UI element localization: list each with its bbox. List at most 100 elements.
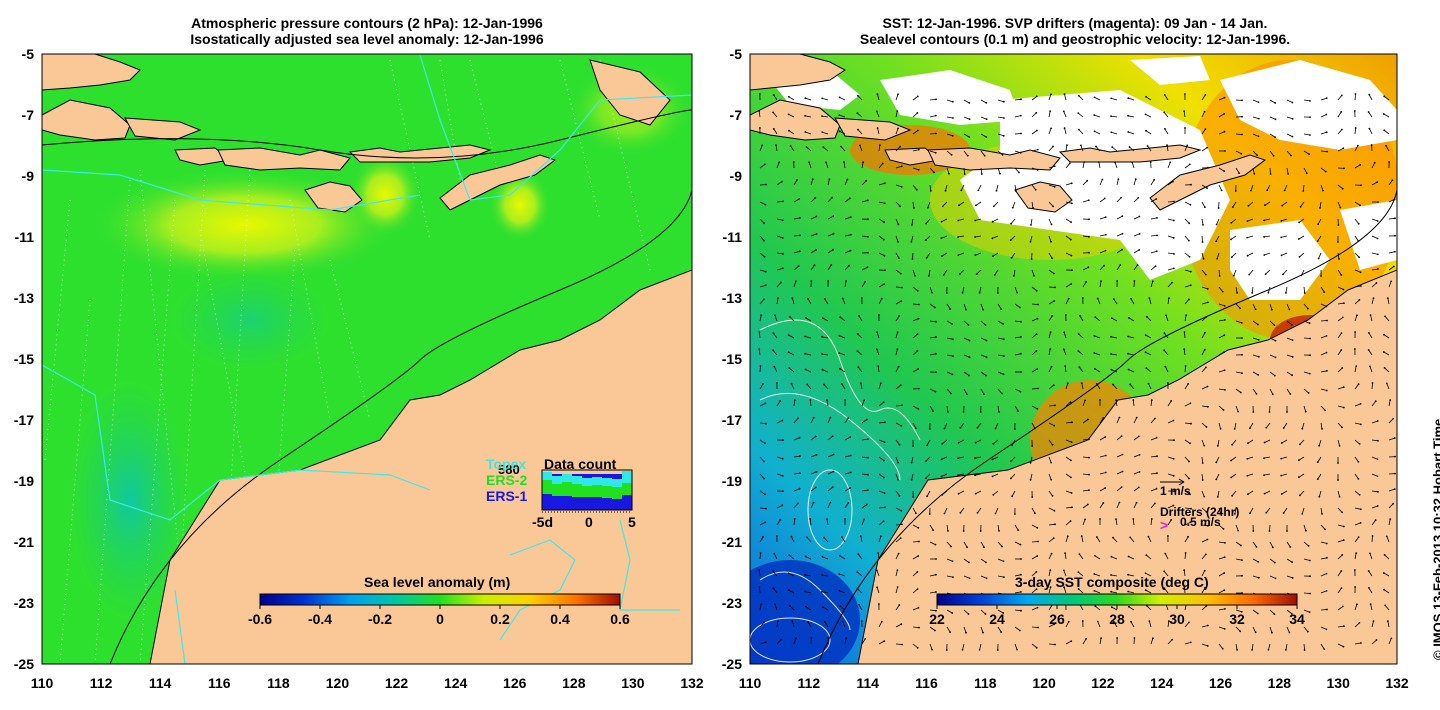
pressure-contour-1 [42,169,421,211]
sealevel-contour [750,617,831,663]
inset-bar [612,487,622,499]
inset-bar [572,484,582,497]
inset-bar [562,482,572,496]
lon-tick-label: 132 [1385,675,1409,691]
lon-tick-label: 112 [797,675,821,691]
lat-tick-label: -9 [21,168,34,184]
inset-bar [602,478,612,486]
inset-bar [622,471,632,483]
right-colorbar-tick: 32 [1229,611,1245,627]
right-colorbar-tick: 26 [1049,611,1065,627]
sealevel-contours [750,319,921,663]
right-title-line1: SST: 12-Jan-1996. SVP drifters (magenta)… [882,15,1268,31]
sealevel-contour [807,469,853,551]
inset-legend-ers2: ERS-2 [486,472,528,488]
drifters-label: Drifters (24hr) [1160,505,1240,519]
lon-tick-label: 122 [1091,675,1115,691]
lat-tick-label: -13 [721,290,742,306]
java-coast-left [42,54,141,91]
inset-bar [542,480,552,494]
left-map-frame [41,53,693,665]
lon-tick-label: 118 [267,675,290,691]
right-title-line2: Sealevel contours (0.1 m) and geostrophi… [859,31,1291,47]
lombok-left [174,147,232,166]
lon-tick-label: 122 [384,675,409,691]
right-colorbar-tick: 24 [989,611,1005,627]
left-colorbar-tick: 0.6 [610,611,630,627]
australia-right [857,269,1397,664]
inset-bar [582,478,592,486]
pressure-contour-6 [619,519,680,611]
lon-tick-label: 132 [680,675,704,691]
left-colorbar-tick: -0.4 [307,611,333,627]
right-colorbar-tick: 34 [1289,611,1305,627]
lat-tick-label: -25 [721,656,742,672]
lat-tick-label: -17 [13,412,34,428]
lat-tick-label: -7 [21,107,34,123]
sumbawa-left [217,147,351,171]
inset-bars [542,471,632,499]
right-bathymetry-contour [817,189,1397,664]
inset-bar [562,474,572,482]
sumba-left [304,181,363,213]
bali-left [124,117,202,141]
lat-tick-label: -7 [729,107,742,123]
lon-tick-label: 128 [1267,675,1292,691]
left-map [42,54,692,664]
pressure-contour-3 [419,54,692,201]
lon-tick-label: 110 [738,675,762,691]
inset-bar [582,486,592,497]
left-colorbar-tick: 0 [436,611,444,627]
inset-bar [592,477,602,485]
java-island-left [42,99,131,141]
drifter-speed-label: 0.5 m/s [1180,515,1221,529]
inset-bar [592,485,602,497]
left-title-line1: Atmospheric pressure contours (2 hPa): 1… [191,15,543,31]
inset-frame [541,469,633,511]
left-colorbar-tick: -0.2 [367,611,393,627]
left-colorbar-ticks [259,605,621,609]
left-title: Atmospheric pressure contours (2 hPa): 1… [42,15,692,47]
pressure-contour-4 [499,539,576,641]
left-colorbar-label: Sea level anomaly (m) [364,574,511,590]
sla-positive-anomaly-2 [350,155,420,235]
right-colorbar-gradient [936,593,1298,606]
lat-tick-label: -15 [13,351,34,367]
java-island-right [750,99,841,141]
inset-bar [612,479,622,487]
lon-tick-label: 112 [89,675,113,691]
island-ne-left [589,59,671,126]
inset-bar [542,472,552,480]
lat-tick-label: -19 [13,473,34,489]
lon-tick-label: 116 [207,675,231,691]
left-colorbar [259,593,621,609]
lon-tick-label: 120 [1032,675,1056,691]
right-land [750,54,1397,664]
left-colorbar-tick: 0.2 [490,611,510,627]
java-coast-right [750,54,846,91]
lon-tick-label: 120 [325,675,350,691]
lat-tick-label: -21 [721,534,742,550]
lon-tick-label: 124 [1150,675,1174,691]
lat-tick-label: -13 [13,290,34,306]
inset-bar [572,476,582,484]
lombok-right [884,147,942,166]
lat-tick-label: -21 [13,534,34,550]
lat-tick-label: -25 [13,656,34,672]
left-contours [42,54,692,664]
lon-tick-label: 110 [30,675,54,691]
right-colorbar-tick: 22 [929,611,945,627]
right-colorbar-tick: 30 [1169,611,1185,627]
pressure-contour-5 [174,589,186,664]
sumbawa-right [927,147,1061,171]
lon-tick-label: 130 [621,675,645,691]
inset-bar [552,484,562,496]
right-title: SST: 12-Jan-1996. SVP drifters (magenta)… [750,15,1400,47]
left-title-line2: Isostatically adjusted sea level anomaly… [190,31,544,47]
lat-tick-label: -5 [729,46,742,62]
sla-negative-anomaly-2 [170,270,330,370]
flores-left [348,144,492,163]
lat-tick-label: -11 [722,229,742,245]
sealevel-contour [759,319,921,441]
